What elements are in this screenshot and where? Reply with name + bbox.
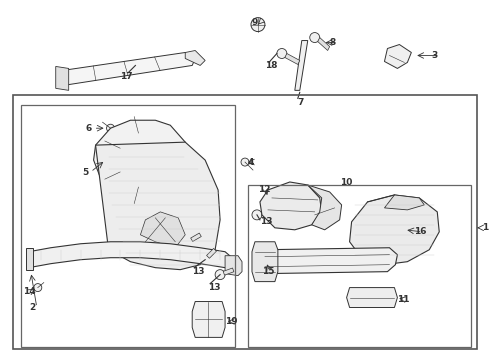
Polygon shape: [29, 242, 232, 274]
Circle shape: [183, 237, 193, 247]
Polygon shape: [59, 53, 195, 85]
Polygon shape: [346, 288, 397, 307]
Bar: [248, 185, 471, 347]
Text: 12: 12: [258, 185, 270, 194]
Polygon shape: [141, 212, 185, 248]
Polygon shape: [26, 248, 33, 270]
Circle shape: [252, 210, 262, 220]
Text: 13: 13: [260, 217, 272, 226]
Polygon shape: [252, 242, 278, 282]
Polygon shape: [225, 256, 242, 276]
Polygon shape: [223, 268, 234, 275]
Polygon shape: [349, 195, 439, 265]
Polygon shape: [94, 120, 190, 200]
Polygon shape: [207, 248, 217, 258]
Text: 7: 7: [298, 98, 304, 107]
Polygon shape: [260, 182, 322, 230]
Text: 13: 13: [208, 283, 220, 292]
Text: 14: 14: [23, 287, 35, 296]
Polygon shape: [185, 50, 205, 66]
Polygon shape: [261, 213, 271, 217]
Text: 4: 4: [248, 158, 254, 167]
Circle shape: [34, 284, 42, 292]
Text: 5: 5: [83, 167, 89, 176]
Polygon shape: [191, 233, 201, 242]
Circle shape: [277, 49, 287, 58]
Text: 10: 10: [340, 179, 352, 188]
Polygon shape: [96, 142, 220, 270]
Bar: [21, 105, 235, 347]
Polygon shape: [56, 67, 69, 90]
Text: 9: 9: [252, 18, 258, 27]
Circle shape: [200, 255, 210, 265]
Bar: [13, 95, 477, 349]
Polygon shape: [385, 195, 424, 210]
Text: 11: 11: [397, 295, 410, 304]
Polygon shape: [192, 302, 225, 337]
Text: 6: 6: [86, 124, 92, 133]
Text: 2: 2: [29, 303, 35, 312]
Circle shape: [310, 32, 319, 42]
Polygon shape: [295, 41, 308, 90]
Polygon shape: [308, 185, 342, 230]
Polygon shape: [385, 45, 412, 68]
Text: 19: 19: [225, 317, 238, 326]
Text: 18: 18: [265, 61, 277, 70]
Text: 8: 8: [330, 38, 336, 47]
Text: 17: 17: [121, 72, 133, 81]
Text: 1: 1: [482, 223, 489, 232]
Circle shape: [215, 270, 225, 280]
Text: 15: 15: [262, 267, 274, 276]
Polygon shape: [285, 54, 300, 64]
Text: 13: 13: [192, 267, 205, 276]
Circle shape: [241, 158, 249, 166]
Text: 16: 16: [415, 227, 427, 236]
Circle shape: [251, 18, 265, 32]
Polygon shape: [318, 37, 330, 50]
Text: 3: 3: [431, 51, 438, 60]
Polygon shape: [258, 248, 397, 274]
Circle shape: [106, 124, 115, 132]
